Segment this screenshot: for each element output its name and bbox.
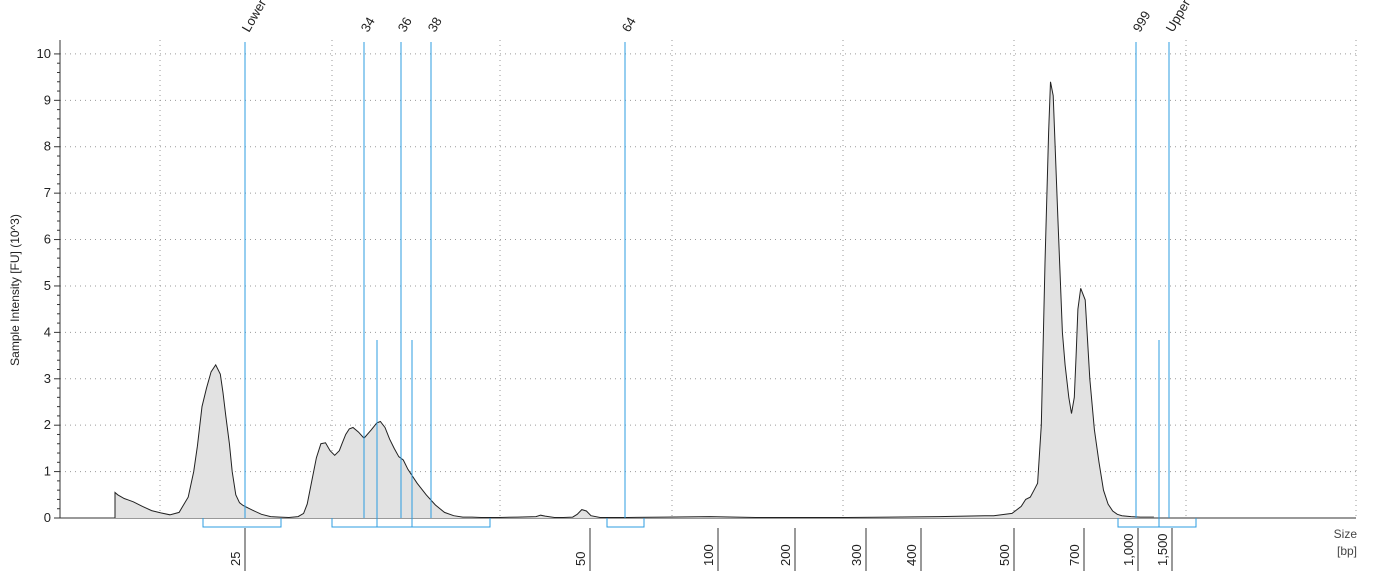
peak-label: 34 <box>358 14 378 34</box>
x-tick-label: 300 <box>849 544 864 566</box>
signal-area <box>115 81 1154 519</box>
y-axis: 0 1 2 3 4 5 6 7 8 9 10 <box>37 40 1356 525</box>
y-tick-label: 0 <box>44 510 51 525</box>
y-tick-label: 1 <box>44 464 51 479</box>
x-axis: 25 50 100 200 300 400 500 700 1,000 1,500 <box>228 528 1173 571</box>
peak-label: 36 <box>395 14 415 34</box>
peak-label: 64 <box>619 14 639 34</box>
x-tick-label: 1,000 <box>1121 533 1136 566</box>
peak-label: Upper <box>1163 0 1194 34</box>
peak-label: Lower <box>239 0 270 34</box>
y-tick-label: 7 <box>44 185 51 200</box>
peak-region-bracket <box>1117 518 1197 528</box>
x-axis-unit: [bp] <box>1337 544 1357 558</box>
x-tick-label: 100 <box>701 544 716 566</box>
signal-trace <box>114 81 1154 519</box>
peak-label: 999 <box>1130 8 1154 34</box>
x-tick-label: 50 <box>573 552 588 566</box>
signal-line <box>114 81 1154 519</box>
y-tick-label: 10 <box>37 46 51 61</box>
peak-region-bracket <box>202 518 282 528</box>
x-tick-label: 25 <box>228 552 243 566</box>
peak-label: 38 <box>425 14 445 34</box>
peak-region-bracket <box>331 518 491 528</box>
x-axis-title: Size <box>1334 527 1358 541</box>
y-tick-label: 8 <box>44 139 51 154</box>
y-tick-label: 4 <box>44 324 51 339</box>
x-tick-label: 500 <box>997 544 1012 566</box>
x-tick-label: 200 <box>778 544 793 566</box>
y-tick-label: 6 <box>44 232 51 247</box>
peak-region-bracket <box>606 518 645 528</box>
x-tick-label: 1,500 <box>1155 533 1170 566</box>
grid-lines <box>60 40 1357 518</box>
x-tick-label: 400 <box>904 544 919 566</box>
y-axis-title: Sample Intensity [FU] (10^3) <box>8 214 22 366</box>
y-tick-label: 9 <box>44 92 51 107</box>
y-tick-label: 3 <box>44 371 51 386</box>
y-tick-label: 5 <box>44 278 51 293</box>
y-tick-label: 2 <box>44 417 51 432</box>
x-tick-label: 700 <box>1067 544 1082 566</box>
